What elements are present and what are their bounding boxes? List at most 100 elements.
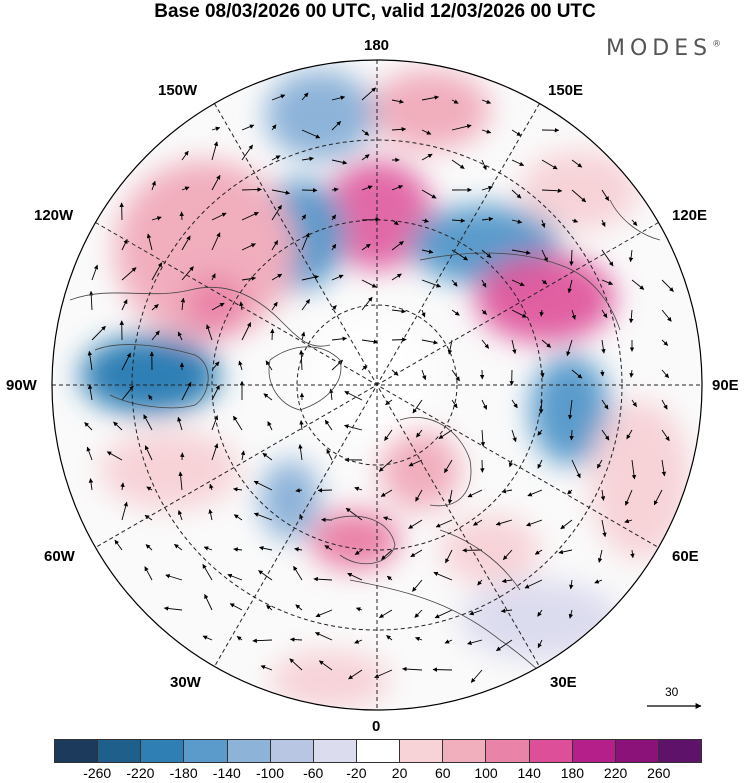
wind-vector	[211, 141, 219, 161]
wind-vector	[391, 369, 399, 376]
wind-vector	[421, 129, 432, 135]
wind-vector	[451, 309, 460, 316]
colorbar-tick-label: 180	[560, 765, 585, 781]
wind-vector	[361, 185, 373, 191]
colorbar-swatch	[486, 740, 530, 762]
wind-vector	[267, 421, 273, 431]
wind-vector	[451, 124, 472, 131]
wind-vector	[569, 579, 574, 590]
wind-vector	[253, 480, 273, 491]
wind-vector	[227, 573, 243, 581]
colorbar-tick-label: 220	[603, 765, 628, 781]
wind-vector	[601, 429, 610, 441]
wind-vector	[121, 501, 128, 521]
wind-vector	[444, 639, 453, 644]
wind-vector	[628, 249, 634, 263]
wind-vector	[271, 301, 278, 311]
wind-vector	[177, 331, 183, 341]
wind-vector	[301, 92, 309, 101]
wind-vector	[300, 331, 306, 341]
wind-vector	[481, 216, 494, 222]
wind-vector	[174, 543, 183, 551]
wind-vector	[179, 211, 184, 221]
wind-vector	[511, 129, 522, 137]
wind-vector	[298, 444, 303, 461]
wind-vector	[594, 579, 603, 584]
wind-vector	[271, 273, 283, 281]
wind-vector	[567, 489, 573, 495]
wind-vector	[601, 189, 610, 201]
wind-vector	[495, 519, 513, 526]
wind-vector	[467, 639, 483, 646]
lon-label-90w: 90W	[6, 377, 37, 394]
wind-vector	[477, 579, 483, 586]
wind-vector	[571, 459, 581, 479]
wind-vector	[384, 429, 393, 441]
wind-vector	[271, 155, 281, 161]
wind-vector	[539, 309, 544, 317]
wind-vector	[434, 609, 453, 619]
wind-vector	[106, 451, 123, 461]
colorbar-swatch	[98, 740, 142, 762]
wind-vector	[630, 549, 635, 559]
wind-vector	[524, 579, 543, 589]
colorbar-swatch	[615, 740, 659, 762]
wind-vector	[451, 249, 469, 261]
wind-vector	[624, 518, 633, 524]
wind-vector	[236, 636, 243, 641]
wind-vector	[481, 249, 492, 259]
brand-mark: ®	[712, 39, 722, 50]
wind-vector	[121, 267, 137, 281]
wind-vector	[511, 339, 517, 355]
colorbar-tick-label: -60	[303, 765, 324, 781]
wind-vector	[203, 546, 213, 551]
wind-vector	[177, 416, 183, 431]
wind-vector	[380, 489, 393, 497]
wind-vector	[391, 241, 404, 251]
pos-west-canada	[185, 275, 245, 335]
wind-vector	[421, 218, 429, 223]
wind-vector	[415, 489, 423, 502]
map-title: Base 08/03/2026 00 UTC, valid 12/03/2026…	[154, 1, 596, 22]
wind-vector	[451, 399, 458, 409]
wind-vector	[541, 159, 558, 170]
wind-vector	[661, 459, 667, 477]
wind-vector	[233, 514, 243, 521]
wind-vector	[86, 446, 93, 461]
wind-vector	[511, 309, 527, 318]
wind-vector	[391, 127, 407, 132]
wind-vector	[451, 159, 465, 169]
wind-vector	[211, 126, 221, 131]
wind-vector	[328, 388, 334, 401]
wind-vector	[239, 301, 244, 311]
wind-vector	[318, 660, 333, 671]
wind-vector	[143, 414, 153, 431]
wind-vector	[661, 399, 668, 410]
wind-vector	[347, 572, 363, 581]
pos-west-canada	[115, 160, 295, 340]
wind-vector	[178, 471, 183, 491]
wind-vector	[480, 429, 486, 447]
wind-vector	[511, 429, 517, 443]
wind-vector	[146, 486, 153, 491]
wind-vector	[87, 384, 93, 401]
wind-vector	[511, 159, 525, 166]
wind-vector	[361, 154, 370, 161]
wind-vector	[391, 308, 407, 314]
wind-vector	[299, 349, 304, 371]
wind-vector	[354, 549, 363, 555]
wind-vector	[148, 394, 153, 401]
wind-vector	[661, 429, 670, 442]
wind-vector	[240, 450, 246, 461]
wind-vector	[314, 632, 333, 641]
map-boundary	[51, 59, 703, 711]
wind-vector	[263, 393, 273, 401]
wind-vector	[317, 488, 333, 493]
wind-vector	[481, 279, 487, 288]
wind-vector	[91, 325, 106, 341]
wind-vector	[541, 188, 563, 193]
wind-vector	[266, 604, 273, 611]
colorbar-tick-label: -20	[346, 765, 367, 781]
wind-vector	[601, 339, 606, 354]
wind-vector	[386, 635, 393, 641]
